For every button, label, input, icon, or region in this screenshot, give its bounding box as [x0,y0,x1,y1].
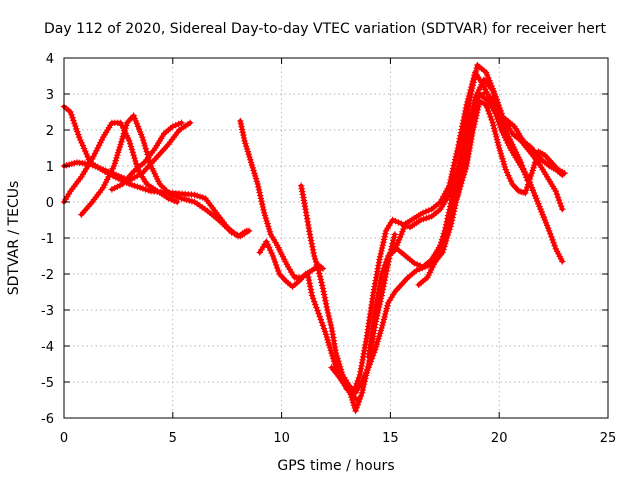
y-tick-label: -3 [41,304,54,319]
y-tick-label: -2 [41,268,54,283]
series-track-k [365,69,549,360]
x-tick-label: 0 [60,431,68,446]
series-track-n [446,98,568,220]
series-markers [256,238,327,290]
chart-title: Day 112 of 2020, Sidereal Day-to-day VTE… [44,21,606,37]
series-track-g [256,238,327,290]
y-tick-label: -4 [41,340,54,355]
y-tick-label: 2 [46,124,54,139]
y-tick-label: 3 [46,88,54,103]
x-tick-label: 15 [382,431,399,446]
series-markers [108,119,185,193]
x-tick-label: 25 [600,431,617,446]
series-track-e [108,119,185,193]
y-axis-label: SDTVAR / TECUs [6,181,22,296]
data-series [60,62,568,414]
plot-frame [63,57,609,419]
x-tick-label: 10 [273,431,290,446]
y-tick-label: 4 [46,52,54,67]
series-track-b [60,119,181,206]
series-line [366,70,548,359]
x-axis-label: GPS time / hours [277,458,394,474]
x-tick-label: 20 [491,431,508,446]
x-tick-label: 5 [169,431,177,446]
series-track-f [237,117,361,404]
series-markers [237,117,361,404]
y-tick-label: -6 [41,412,54,427]
y-tick-label: -5 [41,376,54,391]
y-tick-label: 1 [46,160,54,175]
series-markers [365,69,549,360]
y-tick-label: 0 [46,196,54,211]
axes: 0 5 10 15 20 25 -6 -5 -4 -3 -2 -1 0 1 2 3 4 [41,52,616,446]
series-markers [446,98,568,220]
y-tick-label: -1 [41,232,54,247]
